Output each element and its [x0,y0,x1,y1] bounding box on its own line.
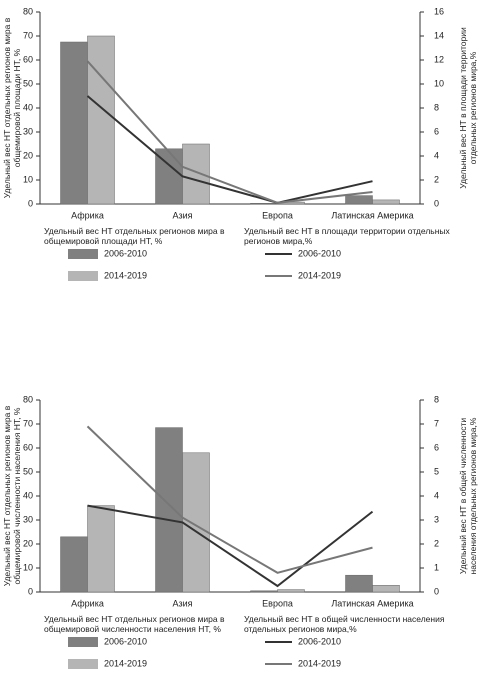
y2-tick-label: 3 [434,514,439,524]
y2-tick-label: 0 [434,586,439,596]
y-tick-label: 50 [23,78,33,88]
y2-tick-label: 8 [434,394,439,404]
y2-tick-label: 14 [434,30,444,40]
y2-tick-label: 1 [434,562,439,572]
y2-axis-label: Удельный вес НТ в площади территории отд… [458,27,478,189]
legend-label: 2014-2019 [104,658,147,668]
legend-swatch [68,249,98,259]
y-tick-label: 10 [23,562,33,572]
bar [182,143,210,205]
y-tick-label: 80 [23,394,33,404]
y2-tick-label: 6 [434,442,439,452]
line [87,504,374,588]
bar [372,199,400,205]
legend-label: 2014-2019 [104,270,147,280]
legend-swatch [68,271,98,281]
bar [250,203,278,205]
y-axis-label: Удельный вес НТ отдельных регионов мира … [2,17,22,199]
y-tick-label: 70 [23,30,33,40]
y-tick-label: 60 [23,54,33,64]
y2-tick-label: 4 [434,490,439,500]
legend-swatch [68,659,98,669]
x-tick-label: Латинская Америка [331,210,413,220]
legend-title: Удельный вес НТ отдельных регионов мира … [44,226,225,246]
y2-tick-label: 5 [434,466,439,476]
y2-tick-label: 4 [434,150,439,160]
bar [250,590,278,593]
x-tick-label: Азия [172,598,192,608]
legend-label: 2006-2010 [298,636,341,646]
y-tick-label: 30 [23,126,33,136]
bar [345,574,373,593]
legend-title: Удельный вес НТ в площади территории отд… [244,226,450,246]
y-tick-label: 70 [23,418,33,428]
bar [60,41,88,205]
bar [87,35,115,205]
bar [372,585,400,593]
y-tick-label: 0 [28,198,33,208]
y-tick-label: 60 [23,442,33,452]
line [86,425,373,574]
bar [277,589,305,593]
y-tick-label: 80 [23,6,33,16]
x-tick-label: Африка [71,210,104,220]
y-tick-label: 40 [23,490,33,500]
y2-tick-label: 6 [434,126,439,136]
legend-swatch [68,637,98,647]
y2-tick-label: 10 [434,78,444,88]
y2-tick-label: 0 [434,198,439,208]
legend-label: 2014-2019 [298,270,341,280]
y-axis-label: Удельный вес НТ отдельных регионов мира … [2,405,22,587]
legend-label: 2014-2019 [298,658,341,668]
y2-axis-label: Удельный вес НТ в общей численности насе… [458,417,478,575]
legend-label: 2006-2010 [104,248,147,258]
y-tick-label: 30 [23,514,33,524]
y-tick-label: 20 [23,150,33,160]
line [86,95,373,204]
y2-tick-label: 12 [434,54,444,64]
bar [60,536,88,593]
bar [155,427,183,593]
y-tick-label: 0 [28,586,33,596]
x-tick-label: Латинская Америка [331,598,413,608]
bar [182,452,210,593]
bar [87,505,115,593]
y2-tick-label: 16 [434,6,444,16]
bar [345,195,373,205]
line [86,60,373,204]
legend-label: 2006-2010 [104,636,147,646]
y-tick-label: 40 [23,102,33,112]
y-tick-label: 50 [23,466,33,476]
y-tick-label: 20 [23,538,33,548]
y-tick-label: 10 [23,174,33,184]
y2-tick-label: 2 [434,538,439,548]
y2-tick-label: 7 [434,418,439,428]
legend-title: Удельный вес НТ в общей численности насе… [244,614,445,634]
x-tick-label: Африка [71,598,104,608]
x-tick-label: Европа [262,210,293,220]
x-tick-label: Европа [262,598,293,608]
y2-tick-label: 8 [434,102,439,112]
x-tick-label: Азия [172,210,192,220]
legend-label: 2006-2010 [298,248,341,258]
y2-tick-label: 2 [434,174,439,184]
legend-title: Удельный вес НТ отдельных регионов мира … [44,614,225,634]
